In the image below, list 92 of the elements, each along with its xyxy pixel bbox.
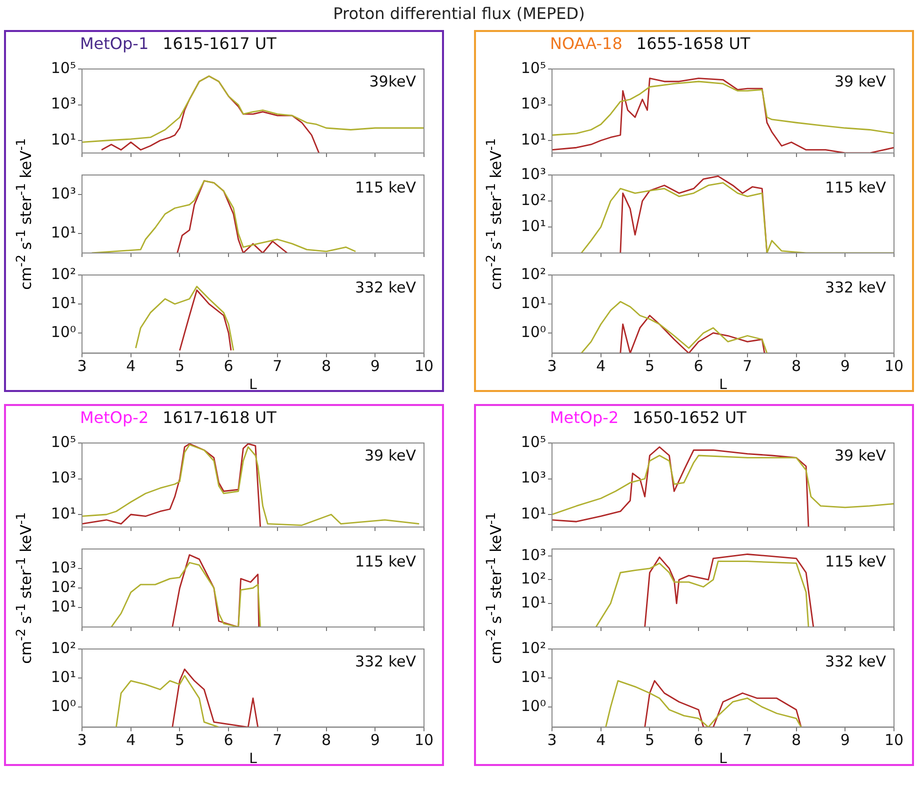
x-tick-label: 3 — [77, 731, 87, 750]
x-tick-label: 6 — [224, 731, 234, 750]
x-tick-label: 4 — [596, 731, 606, 750]
y-tick-label: 10⁵ — [520, 58, 546, 77]
chart-title: MetOp-2 — [80, 408, 149, 427]
annotation: 39keV — [369, 72, 417, 90]
x-tick-label: 6 — [694, 357, 704, 376]
chart-title: MetOp-1 — [80, 34, 149, 53]
annotation: 39 keV — [364, 446, 417, 464]
x-tick-label: 4 — [126, 357, 136, 376]
y-tick-label: 10² — [50, 578, 76, 596]
chart-title: MetOp-2 — [550, 408, 619, 427]
x-tick-label: 6 — [694, 731, 704, 750]
y-tick-label: 10¹ — [520, 216, 546, 235]
x-tick-label: 5 — [174, 357, 184, 376]
x-tick-label: 10 — [414, 731, 434, 750]
y-tick-label: 10³ — [50, 184, 76, 202]
y-tick-label: 10³ — [50, 468, 76, 487]
text: Proton differential flux (MEPED) — [332, 4, 586, 23]
x-tick-label: 3 — [77, 357, 87, 376]
x-tick-label: 8 — [322, 731, 332, 750]
y-tick-label: 10¹ — [520, 294, 546, 312]
y-tick-label: 10³ — [520, 94, 546, 113]
x-tick-label: 8 — [792, 731, 802, 750]
chart-title: NOAA-18 — [550, 34, 622, 53]
x-tick-label: 5 — [644, 357, 654, 376]
y-tick-label: 10² — [520, 190, 546, 209]
x-tick-label: 3 — [547, 731, 557, 750]
y-tick-label: 10³ — [50, 94, 76, 113]
y-tick-label: 10² — [50, 264, 76, 283]
chart-subtitle: 1655-1658 UT — [636, 34, 750, 53]
y-tick-label: 10¹ — [50, 504, 76, 522]
annotation: 115 keV — [824, 178, 887, 196]
y-tick-label: 10² — [520, 264, 546, 283]
annotation: 332 keV — [824, 278, 887, 296]
x-tick-label: 6 — [224, 357, 234, 376]
y-tick-label: 10⁰ — [50, 322, 76, 341]
annotation: 332 keV — [354, 278, 417, 296]
x-tick-label: 9 — [840, 357, 850, 376]
x-axis-title: L — [249, 377, 258, 394]
y-tick-label: 10³ — [520, 164, 546, 183]
x-tick-label: 7 — [272, 357, 282, 376]
x-tick-label: 8 — [322, 357, 332, 376]
chart-subtitle: 1615-1617 UT — [162, 34, 276, 53]
x-tick-label: 8 — [792, 357, 802, 376]
y-tick-label: 10¹ — [50, 130, 76, 148]
x-tick-label: 10 — [414, 357, 434, 376]
chart-subtitle: 1650-1652 UT — [632, 408, 746, 427]
y-tick-label: 10² — [50, 638, 76, 657]
y-tick-label: 10³ — [50, 558, 76, 576]
x-tick-label: 9 — [370, 731, 380, 750]
annotation: 115 keV — [354, 552, 417, 570]
y-tick-label: 10¹ — [50, 223, 76, 242]
x-axis-title: L — [719, 377, 728, 394]
y-tick-label: 10¹ — [50, 294, 76, 312]
y-tick-label: 10¹ — [520, 668, 546, 686]
y-tick-label: 10⁵ — [50, 432, 76, 451]
annotation: 115 keV — [824, 552, 887, 570]
annotation: 332 keV — [354, 652, 417, 670]
y-tick-label: 10¹ — [520, 504, 546, 522]
x-tick-label: 10 — [884, 731, 904, 750]
y-tick-label: 10¹ — [520, 593, 546, 612]
x-tick-label: 7 — [742, 357, 752, 376]
y-tick-label: 10⁵ — [50, 58, 76, 77]
y-tick-label: 10¹ — [50, 668, 76, 686]
y-tick-label: 10³ — [520, 546, 546, 564]
x-tick-label: 3 — [547, 357, 557, 376]
x-tick-label: 4 — [126, 731, 136, 750]
x-tick-label: 5 — [174, 731, 184, 750]
y-tick-label: 10⁰ — [520, 696, 546, 715]
y-tick-label: 10⁰ — [520, 322, 546, 341]
x-tick-label: 4 — [596, 357, 606, 376]
y-tick-label: 10¹ — [50, 597, 76, 616]
y-tick-label: 10⁵ — [520, 432, 546, 451]
annotation: 332 keV — [824, 652, 887, 670]
x-tick-label: 9 — [370, 357, 380, 376]
y-tick-label: 10² — [520, 570, 546, 588]
y-tick-label: 10² — [520, 638, 546, 657]
x-axis-title: L — [719, 751, 728, 768]
chart-subtitle: 1617-1618 UT — [162, 408, 276, 427]
x-tick-label: 7 — [272, 731, 282, 750]
annotation: 39 keV — [834, 72, 887, 90]
x-tick-label: 7 — [742, 731, 752, 750]
y-tick-label: 10³ — [520, 468, 546, 487]
x-tick-label: 9 — [840, 731, 850, 750]
x-tick-label: 10 — [884, 357, 904, 376]
annotation: 39 keV — [834, 446, 887, 464]
x-tick-label: 5 — [644, 731, 654, 750]
annotation: 115 keV — [354, 178, 417, 196]
y-tick-label: 10⁰ — [50, 696, 76, 715]
x-axis-title: L — [249, 751, 258, 768]
y-tick-label: 10¹ — [520, 130, 546, 148]
